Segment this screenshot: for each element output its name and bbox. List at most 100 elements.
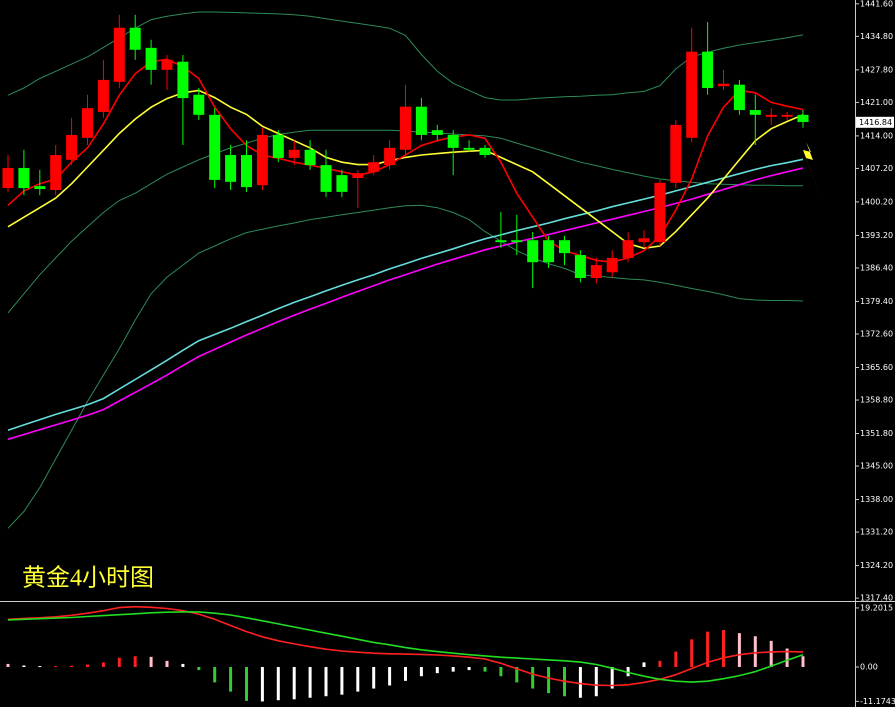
candle-body xyxy=(702,51,714,89)
candle-body xyxy=(384,147,396,166)
candle-body xyxy=(781,114,793,117)
y-tick-label: 1317.40 xyxy=(860,594,893,603)
histogram-bar xyxy=(245,667,248,701)
candle-body xyxy=(97,79,109,112)
histogram-bar xyxy=(626,667,630,677)
candle-body xyxy=(638,238,650,243)
histogram-bar xyxy=(197,667,201,671)
candle-body xyxy=(225,155,237,182)
indicator-line xyxy=(7,89,804,250)
histogram-bar xyxy=(547,667,551,694)
candle-body xyxy=(797,114,809,123)
histogram-bar xyxy=(419,667,423,677)
histogram-bar xyxy=(388,667,392,686)
histogram-bar xyxy=(435,667,439,674)
candle-body xyxy=(50,155,62,190)
histogram-bar xyxy=(769,640,773,667)
histogram-bar xyxy=(594,667,598,697)
histogram-bar xyxy=(722,630,725,667)
histogram-bar xyxy=(38,666,42,668)
candle-body xyxy=(145,47,157,70)
y-tick-label: 1345.00 xyxy=(860,462,893,471)
y-tick-label: 1400.20 xyxy=(860,197,893,206)
candle-body xyxy=(447,134,459,148)
candle-body xyxy=(686,51,698,138)
indicator-line xyxy=(7,605,804,687)
histogram-bar xyxy=(674,651,678,667)
histogram-bar xyxy=(642,662,646,667)
y-tick-label: -11.1743 xyxy=(860,697,895,706)
candle-body xyxy=(590,265,602,279)
histogram-bar xyxy=(451,667,455,672)
candle-body xyxy=(415,106,427,135)
y-tick-label: 1427.80 xyxy=(860,65,893,74)
candle-body xyxy=(241,155,252,188)
histogram-bar xyxy=(753,636,757,667)
candle-body xyxy=(527,240,539,263)
y-tick-label: 0.00 xyxy=(860,663,878,672)
candle-body xyxy=(431,130,443,135)
candle-body xyxy=(34,186,46,190)
histogram-bar xyxy=(801,656,805,667)
candle-body xyxy=(66,134,78,160)
candle-body xyxy=(256,134,268,186)
histogram-bar xyxy=(531,667,535,689)
histogram-bar xyxy=(324,667,328,697)
arrow-annotation xyxy=(803,142,821,197)
histogram-bar xyxy=(515,667,519,683)
last-price-box xyxy=(856,116,894,128)
histogram-bar xyxy=(133,656,137,667)
histogram-bar xyxy=(86,664,89,667)
candle-body xyxy=(288,149,300,158)
candle-body xyxy=(113,27,125,82)
histogram-bar xyxy=(165,660,169,667)
y-tick-label: 1351.80 xyxy=(860,429,893,438)
histogram-bar xyxy=(578,667,582,698)
last-price-label: 1416.84 xyxy=(859,118,892,127)
candle-body xyxy=(193,94,205,115)
candle-body xyxy=(733,84,745,111)
candle-body xyxy=(336,175,348,192)
histogram-bar xyxy=(101,662,105,667)
candle-body xyxy=(352,173,364,179)
candle-body xyxy=(749,110,761,115)
candle-body xyxy=(511,240,523,243)
histogram-bar xyxy=(22,665,26,667)
y-tick-label: 1407.20 xyxy=(860,164,893,173)
histogram-bar xyxy=(70,665,74,667)
candle-body xyxy=(304,149,316,166)
histogram-bar xyxy=(6,663,10,667)
y-tick-label: 1358.80 xyxy=(860,396,893,405)
histogram-bar xyxy=(499,667,503,677)
y-tick-label: 1421.00 xyxy=(860,98,893,107)
y-tick-label: 1324.20 xyxy=(860,561,893,570)
indicator-line xyxy=(7,204,804,529)
candle-body xyxy=(18,167,30,189)
histogram-bar xyxy=(690,639,694,667)
candle-body xyxy=(765,114,777,117)
candle-body xyxy=(368,162,380,172)
y-tick-label: 19.2015 xyxy=(860,603,893,612)
histogram-bar xyxy=(229,667,233,692)
y-tick-label: 1393.20 xyxy=(860,231,893,240)
candle-body xyxy=(129,27,141,50)
candle-body xyxy=(559,240,570,254)
candle-body xyxy=(574,255,586,279)
candle-body xyxy=(2,167,14,189)
candle-body xyxy=(654,182,666,243)
indicator-line xyxy=(7,167,804,441)
candle-body xyxy=(543,240,555,263)
histogram-bar xyxy=(276,667,280,701)
candle-body xyxy=(320,165,332,192)
histogram-bar xyxy=(260,667,264,702)
histogram-bar xyxy=(404,667,407,681)
indicator-line xyxy=(7,158,804,431)
histogram-bar xyxy=(483,667,487,672)
histogram-bar xyxy=(467,667,471,671)
histogram-bar xyxy=(706,631,710,667)
histogram-bar xyxy=(292,667,296,700)
y-tick-label: 1434.80 xyxy=(860,32,893,41)
candle-body xyxy=(495,240,507,243)
histogram-bar xyxy=(658,660,662,667)
